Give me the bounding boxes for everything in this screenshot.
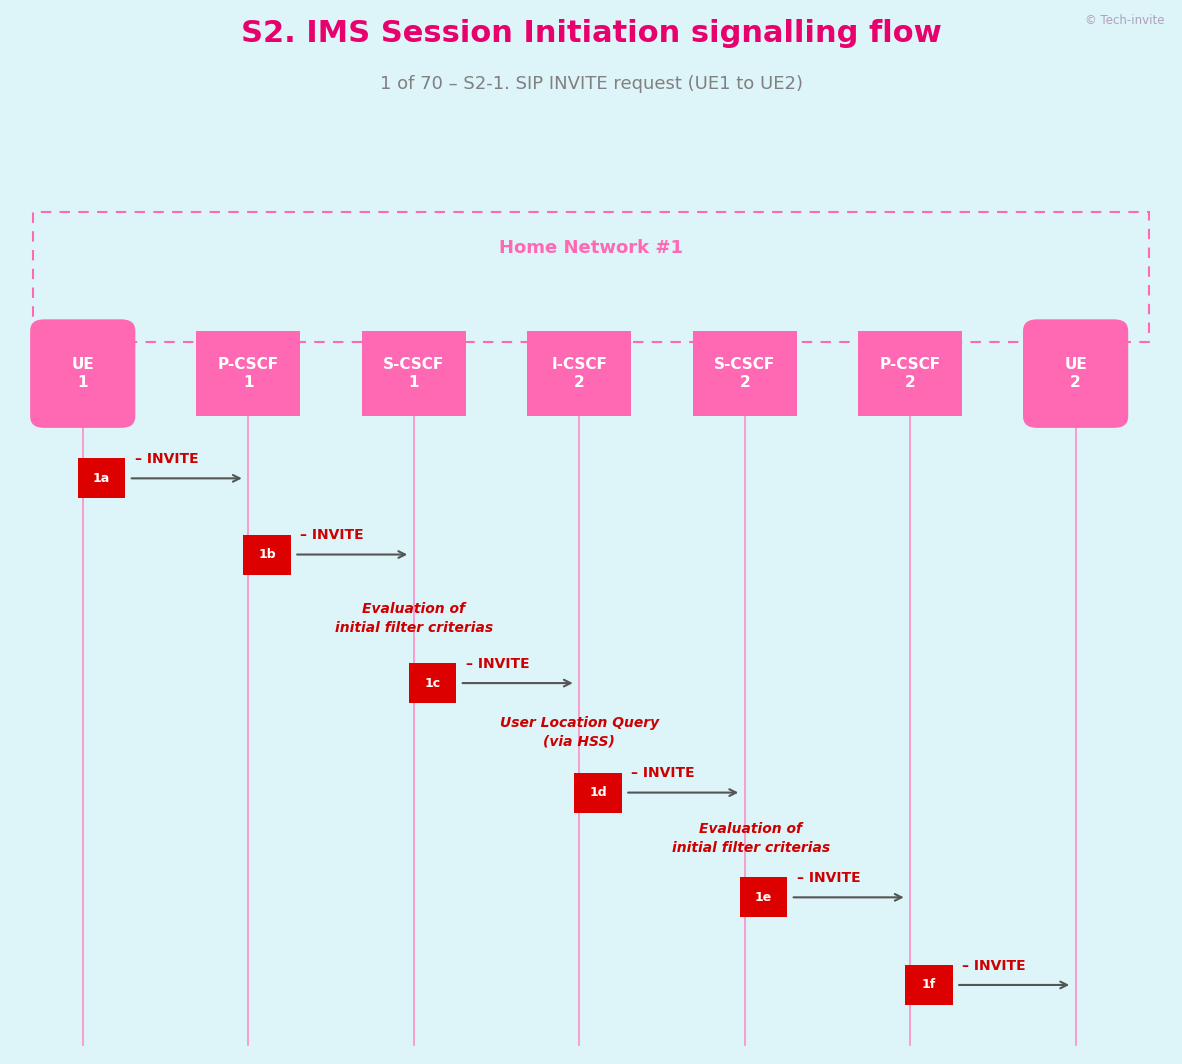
Text: 1e: 1e: [755, 891, 772, 903]
Text: P-CSCF
1: P-CSCF 1: [217, 356, 279, 390]
FancyBboxPatch shape: [409, 663, 456, 703]
Bar: [33, 212, 1149, 343]
Text: User Location Query
(via HSS): User Location Query (via HSS): [500, 716, 658, 749]
Text: 1f: 1f: [922, 979, 936, 992]
Text: P-CSCF
2: P-CSCF 2: [879, 356, 941, 390]
Text: – INVITE: – INVITE: [797, 871, 860, 885]
FancyBboxPatch shape: [858, 331, 962, 416]
Text: S-CSCF
2: S-CSCF 2: [714, 356, 775, 390]
Text: 1a: 1a: [93, 471, 110, 485]
FancyBboxPatch shape: [740, 878, 787, 917]
Text: 1c: 1c: [424, 677, 441, 689]
FancyBboxPatch shape: [693, 331, 797, 416]
FancyBboxPatch shape: [243, 534, 291, 575]
Text: 1 of 70 – S2-1. SIP INVITE request (UE1 to UE2): 1 of 70 – S2-1. SIP INVITE request (UE1 …: [379, 74, 803, 93]
Text: – INVITE: – INVITE: [631, 766, 695, 780]
Text: UE
1: UE 1: [71, 356, 95, 390]
FancyBboxPatch shape: [78, 459, 125, 498]
Text: 1b: 1b: [259, 548, 275, 561]
Text: – INVITE: – INVITE: [135, 452, 199, 466]
Text: 1d: 1d: [590, 786, 606, 799]
FancyBboxPatch shape: [1024, 319, 1128, 428]
Text: Home Network #1: Home Network #1: [499, 239, 683, 256]
Text: – INVITE: – INVITE: [962, 959, 1026, 972]
Text: © Tech-invite: © Tech-invite: [1085, 14, 1164, 27]
Text: I-CSCF
2: I-CSCF 2: [551, 356, 608, 390]
FancyBboxPatch shape: [196, 331, 300, 416]
FancyBboxPatch shape: [905, 965, 953, 1005]
FancyBboxPatch shape: [527, 331, 631, 416]
Text: Evaluation of
initial filter criterias: Evaluation of initial filter criterias: [335, 602, 493, 634]
Text: S2. IMS Session Initiation signalling flow: S2. IMS Session Initiation signalling fl…: [241, 19, 941, 48]
FancyBboxPatch shape: [362, 331, 466, 416]
FancyBboxPatch shape: [574, 772, 622, 813]
Text: Evaluation of
initial filter criterias: Evaluation of initial filter criterias: [671, 822, 830, 854]
Text: – INVITE: – INVITE: [300, 528, 364, 543]
Text: UE
2: UE 2: [1064, 356, 1087, 390]
Text: – INVITE: – INVITE: [466, 656, 530, 670]
Text: S-CSCF
1: S-CSCF 1: [383, 356, 444, 390]
FancyBboxPatch shape: [31, 319, 135, 428]
